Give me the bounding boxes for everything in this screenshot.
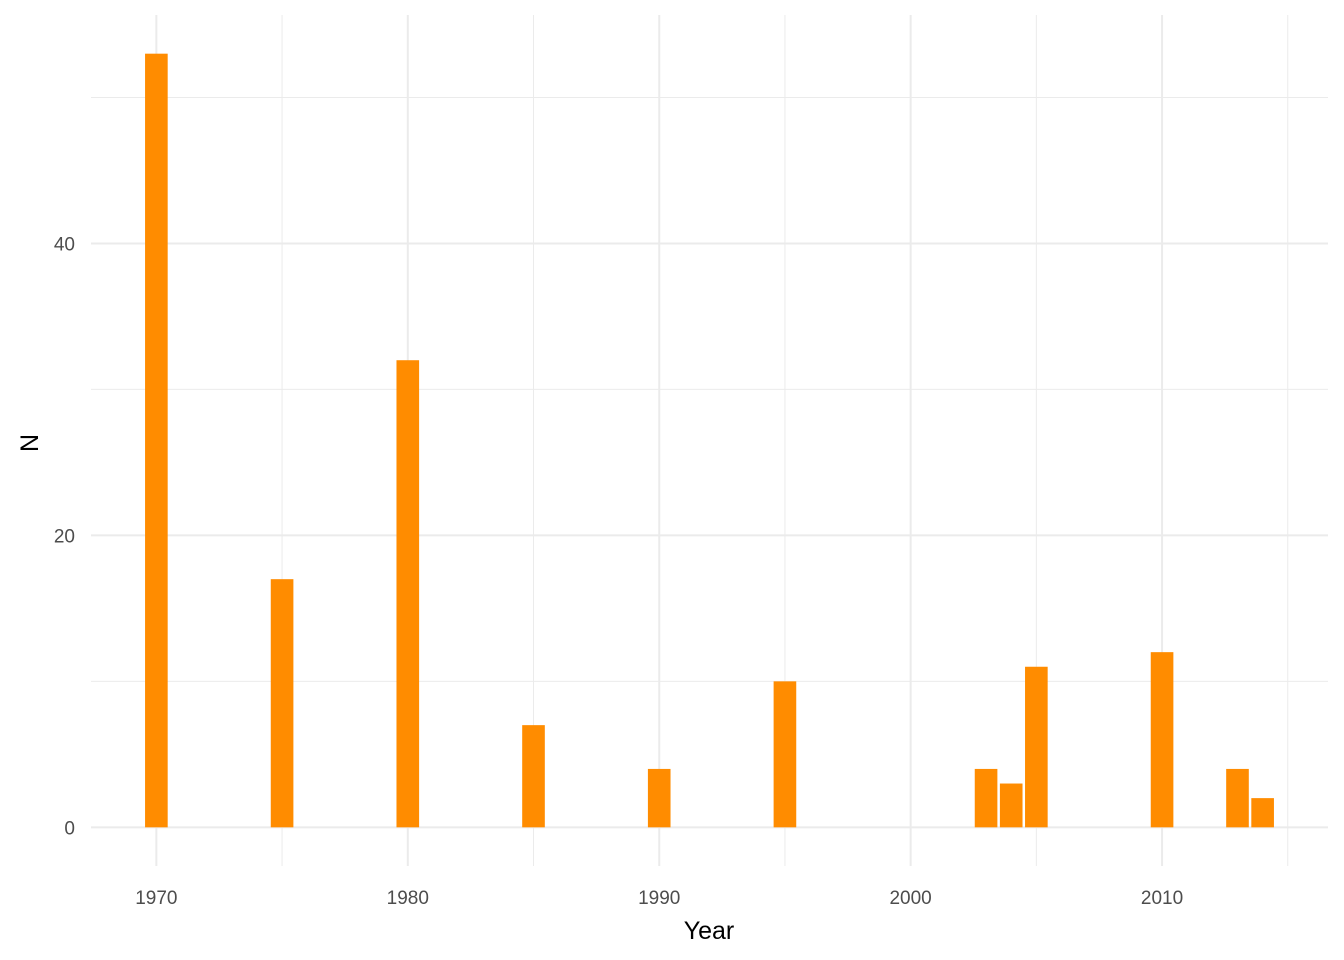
x-axis-title: Year xyxy=(684,917,735,945)
x-tick-label: 1970 xyxy=(135,888,177,909)
x-tick-label: 2000 xyxy=(889,888,931,909)
x-tick-label: 2010 xyxy=(1141,888,1183,909)
y-axis-title: N xyxy=(16,434,44,452)
y-axis-ticks: 0 20 40 xyxy=(54,234,75,839)
x-tick-label: 1990 xyxy=(638,888,680,909)
y-tick-label: 20 xyxy=(54,526,75,547)
bar-2010 xyxy=(1150,652,1174,828)
bar-2005 xyxy=(1025,666,1048,828)
y-tick-label: 0 xyxy=(64,818,75,839)
bar-2013 xyxy=(1226,768,1249,828)
bar-2003 xyxy=(974,768,998,828)
x-tick-label: 1980 xyxy=(387,888,429,909)
y-tick-label: 40 xyxy=(54,234,75,255)
bar-2004 xyxy=(999,783,1023,828)
x-axis-ticks: 1970 1980 1990 2000 2010 xyxy=(135,888,1183,909)
bar-1970 xyxy=(145,53,168,828)
bars xyxy=(145,53,1274,828)
bar-1995 xyxy=(773,681,797,828)
bar-2014 xyxy=(1251,798,1274,828)
bar-1980 xyxy=(396,360,420,828)
bar-1985 xyxy=(522,725,545,828)
bar-1975 xyxy=(270,579,294,828)
bar-1990 xyxy=(647,768,671,828)
